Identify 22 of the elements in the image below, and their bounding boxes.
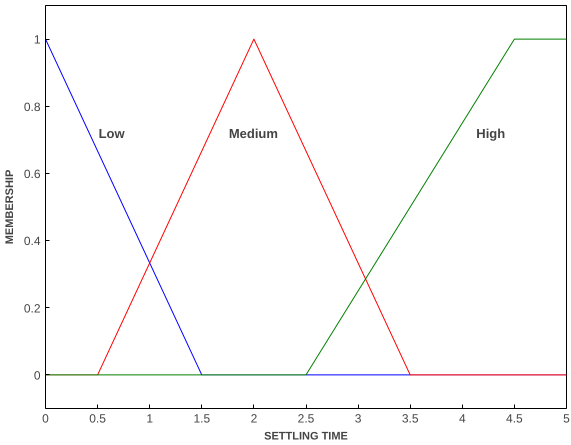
- x-tick-label: 0.5: [89, 412, 106, 426]
- series-label: High: [476, 126, 506, 142]
- x-tick-label: 2: [250, 412, 258, 426]
- x-tick-label: 5: [563, 412, 570, 426]
- y-tick-label: 0.2: [24, 301, 41, 316]
- y-tick-label: 0: [34, 368, 41, 382]
- y-tick-label: 0.4: [24, 234, 41, 248]
- series-label: Low: [98, 126, 126, 142]
- y-axis-title: MEMBERSHIP: [4, 170, 16, 244]
- x-tick-label: 2.5: [298, 412, 315, 426]
- series-label: Medium: [228, 126, 278, 142]
- y-tick-label: 1: [34, 32, 41, 47]
- x-tick-label: 1: [146, 412, 154, 426]
- x-tick-label: 4.5: [506, 412, 524, 426]
- y-tick-label: 0.6: [24, 166, 41, 181]
- x-tick-label: 3.5: [402, 412, 419, 426]
- x-tick-label: 0: [42, 412, 50, 426]
- x-tick-label: 4: [458, 412, 466, 426]
- x-tick-label: 1.5: [193, 412, 210, 426]
- y-tick-label: 0.8: [24, 100, 41, 114]
- x-axis-title: SETTLING TIME: [264, 430, 348, 442]
- x-tick-label: 3: [354, 412, 362, 426]
